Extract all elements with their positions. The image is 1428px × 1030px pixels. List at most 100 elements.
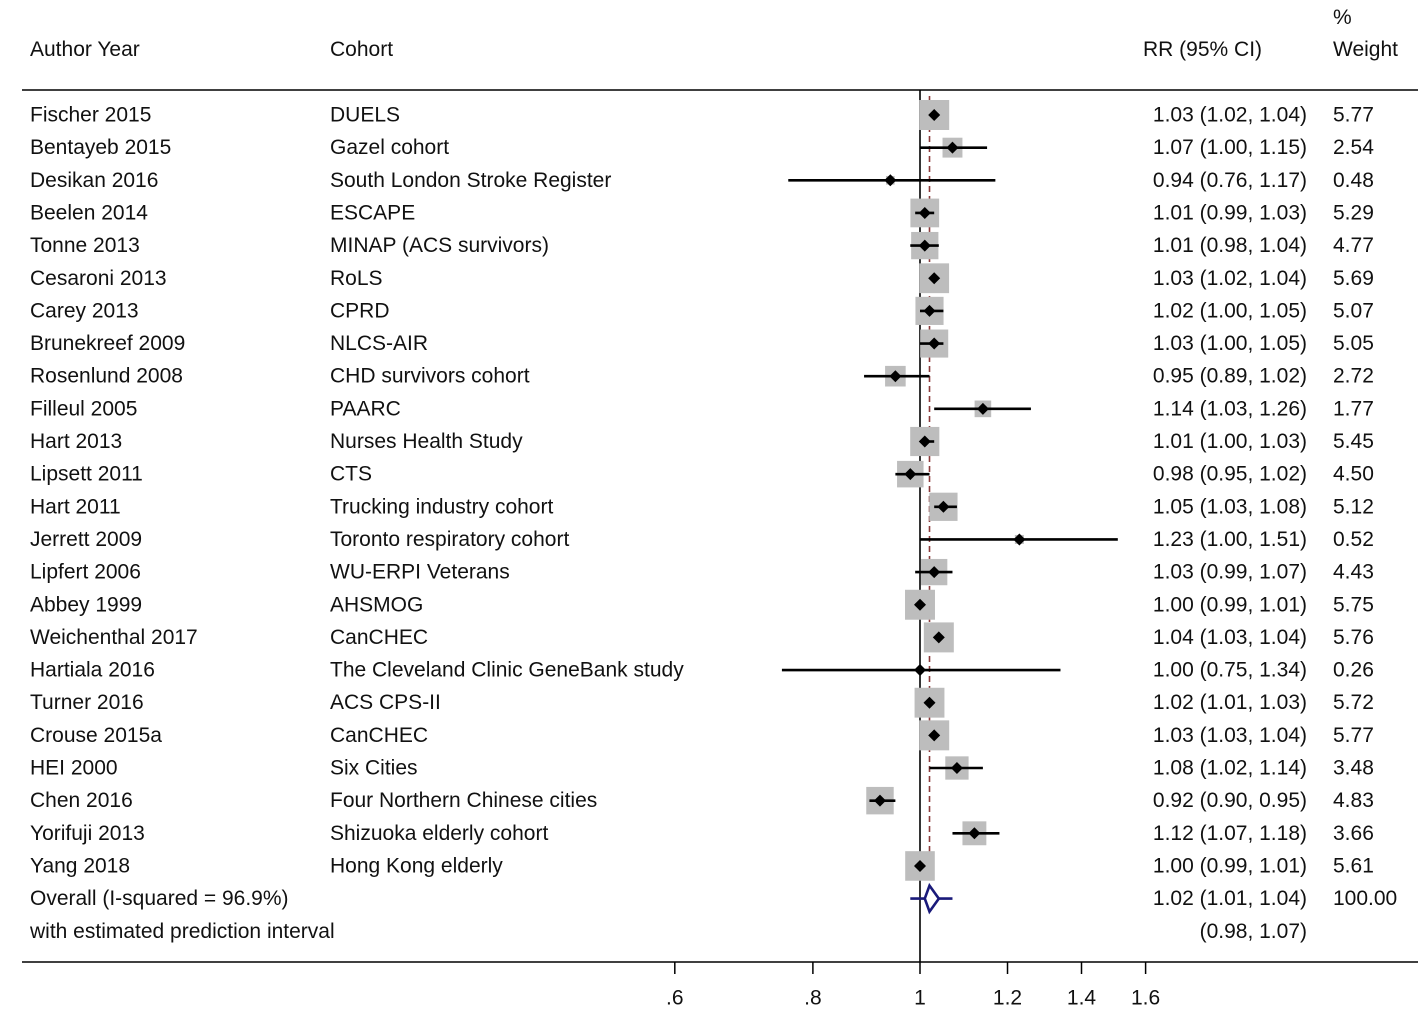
x-tick-label: 1.4 (1067, 987, 1097, 1010)
point-estimate (932, 631, 945, 644)
point-estimate (918, 239, 931, 252)
point-estimate (873, 794, 886, 807)
study-ci: 1.03 (1.03, 1.04) (1153, 724, 1307, 747)
header-weight: Weight (1333, 38, 1398, 61)
point-estimate (928, 566, 941, 579)
study-ci: 0.92 (0.90, 0.95) (1153, 789, 1307, 812)
study-cohort: The Cleveland Clinic GeneBank study (330, 659, 684, 682)
study-weight: 5.69 (1333, 267, 1374, 290)
study-ci: 1.02 (1.00, 1.05) (1153, 299, 1307, 322)
study-weight: 3.66 (1333, 822, 1374, 845)
study-author: Fischer 2015 (30, 104, 151, 127)
study-row: Lipfert 2006 WU-ERPI Veterans 1.03 (0.99, … (30, 558, 1374, 586)
study-cohort: Nurses Health Study (330, 430, 523, 453)
study-cohort: RoLS (330, 267, 383, 290)
study-row: Bentayeb 2015 Gazel cohort 1.07 (1.00, 1.1… (30, 136, 1374, 159)
study-author: Crouse 2015a (30, 724, 162, 747)
study-cohort: PAARC (330, 397, 401, 420)
study-ci: 1.03 (1.02, 1.04) (1153, 104, 1307, 127)
study-author: Yorifuji 2013 (30, 822, 145, 845)
study-cohort: CHD survivors cohort (330, 365, 530, 388)
study-weight: 5.07 (1333, 299, 1374, 322)
x-tick-label: .8 (804, 987, 822, 1010)
study-weight: 5.61 (1333, 854, 1374, 877)
study-weight: 5.77 (1333, 724, 1374, 747)
study-row: Tonne 2013 MINAP (ACS survivors) 1.01 (0.9… (30, 231, 1374, 260)
study-author: Brunekreef 2009 (30, 332, 185, 355)
point-estimate (928, 272, 941, 285)
study-weight: 4.50 (1333, 463, 1374, 486)
study-weight: 2.72 (1333, 365, 1374, 388)
point-estimate (923, 304, 936, 317)
x-axis: .6 .8 1 1.2 1.4 1.6 (666, 962, 1160, 1010)
study-ci: 1.14 (1.03, 1.26) (1153, 397, 1307, 420)
study-author: Tonne 2013 (30, 234, 140, 257)
study-row: Hart 2011 Trucking industry cohort 1.05 (1… (30, 492, 1374, 521)
study-weight: 0.52 (1333, 528, 1374, 551)
study-weight: 3.48 (1333, 757, 1374, 780)
study-author: Chen 2016 (30, 789, 133, 812)
study-row: HEI 2000 Six Cities 1.08 (1.02, 1.14) 3.48 (30, 756, 1374, 780)
point-estimate (946, 141, 959, 154)
header-author: Author Year (30, 38, 140, 61)
study-author: Bentayeb 2015 (30, 136, 171, 159)
study-cohort: Gazel cohort (330, 136, 449, 159)
study-row: Hart 2013 Nurses Health Study 1.01 (1.00, … (30, 426, 1374, 457)
study-cohort: Toronto respiratory cohort (330, 528, 569, 551)
study-ci: 1.08 (1.02, 1.14) (1153, 757, 1307, 780)
study-ci: 1.00 (0.99, 1.01) (1153, 593, 1307, 616)
study-row: Brunekreef 2009 NLCS-AIR 1.03 (1.00, 1.05)… (30, 329, 1374, 358)
study-row: Rosenlund 2008 CHD survivors cohort 0.95 (… (30, 365, 1374, 388)
study-weight: 5.77 (1333, 104, 1374, 127)
study-cohort: CanCHEC (330, 626, 428, 649)
study-weight: 5.76 (1333, 626, 1374, 649)
study-row: Yorifuji 2013 Shizuoka elderly cohort 1.12… (30, 821, 1374, 846)
point-estimate (918, 206, 931, 219)
point-estimate (950, 762, 963, 774)
study-weight: 2.54 (1333, 136, 1374, 159)
study-cohort: WU-ERPI Veterans (330, 561, 510, 584)
study-author: Lipfert 2006 (30, 561, 141, 584)
point-estimate (914, 859, 926, 872)
point-estimate (918, 435, 931, 448)
study-cohort: MINAP (ACS survivors) (330, 234, 549, 257)
header-effect: RR (95% CI) (1143, 38, 1263, 61)
study-cohort: ESCAPE (330, 201, 415, 224)
study-row: Lipsett 2011 CTS 0.98 (0.95, 1.02) 4.50 (30, 460, 1374, 488)
header-cohort: Cohort (330, 38, 394, 61)
study-cohort: CPRD (330, 299, 390, 322)
study-ci: 1.04 (1.03, 1.04) (1153, 626, 1307, 649)
study-author: Abbey 1999 (30, 593, 142, 616)
study-ci: 0.95 (0.89, 1.02) (1153, 365, 1307, 388)
study-ci: 1.05 (1.03, 1.08) (1153, 495, 1307, 518)
study-author: Hartiala 2016 (30, 659, 155, 682)
x-tick-label: 1.2 (993, 987, 1022, 1010)
overall-label: Overall (I-squared = 96.9%) (30, 887, 289, 910)
study-author: Carey 2013 (30, 299, 139, 322)
study-author: Jerrett 2009 (30, 528, 142, 551)
study-author: HEI 2000 (30, 757, 118, 780)
study-weight: 5.12 (1333, 495, 1374, 518)
study-weight: 5.72 (1333, 691, 1374, 714)
study-cohort: CanCHEC (330, 724, 428, 747)
study-ci: 1.02 (1.01, 1.03) (1153, 691, 1307, 714)
study-weight: 4.77 (1333, 234, 1374, 257)
study-weight: 0.26 (1333, 659, 1374, 682)
study-author: Desikan 2016 (30, 169, 158, 192)
study-row: Cesaroni 2013 RoLS 1.03 (1.02, 1.04) 5.69 (30, 263, 1374, 294)
study-row: Crouse 2015a CanCHEC 1.03 (1.03, 1.04) 5.77 (30, 720, 1374, 751)
point-estimate (1013, 533, 1026, 546)
overall-diamond (923, 882, 941, 915)
study-ci: 1.23 (1.00, 1.51) (1153, 528, 1307, 551)
study-cohort: Trucking industry cohort (330, 495, 553, 518)
study-weight: 5.05 (1333, 332, 1374, 355)
study-row: Weichenthal 2017 CanCHEC 1.04 (1.03, 1.04)… (30, 622, 1374, 653)
study-cohort: Six Cities (330, 757, 418, 780)
study-author: Hart 2011 (30, 495, 121, 518)
point-estimate (928, 337, 941, 350)
study-row: Abbey 1999 AHSMOG 1.00 (0.99, 1.01) 5.75 (30, 589, 1374, 620)
study-row: Chen 2016 Four Northern Chinese cities 0.9… (30, 786, 1374, 815)
study-cohort: Hong Kong elderly (330, 854, 503, 877)
overall-ci: 1.02 (1.01, 1.04) (1153, 887, 1307, 910)
